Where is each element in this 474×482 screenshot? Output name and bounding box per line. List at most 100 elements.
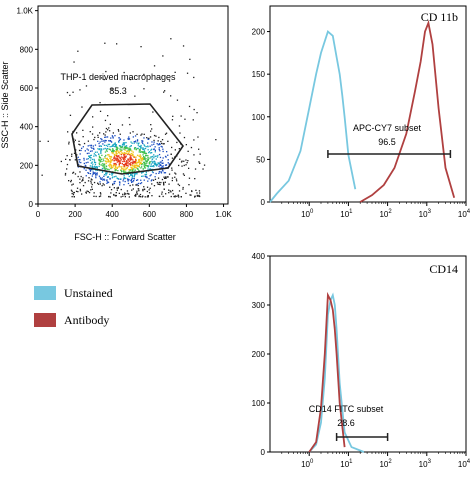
scatter-point bbox=[159, 143, 161, 145]
scatter-point bbox=[115, 157, 117, 159]
scatter-point bbox=[163, 172, 165, 174]
scatter-point bbox=[135, 158, 137, 160]
scatter-point bbox=[141, 140, 143, 142]
scatter-point bbox=[105, 174, 107, 176]
scatter-point bbox=[107, 145, 109, 147]
scatter-point bbox=[140, 147, 142, 149]
scatter-point bbox=[162, 150, 164, 153]
scatter-point bbox=[72, 194, 75, 196]
scatter-point bbox=[129, 163, 131, 165]
scatter-point bbox=[145, 176, 147, 178]
scatter-point bbox=[99, 102, 101, 104]
scatter-point bbox=[132, 173, 134, 175]
scatter-point bbox=[122, 144, 124, 146]
scatter-point bbox=[98, 195, 101, 198]
scatter-point bbox=[88, 155, 90, 157]
scatter-point bbox=[91, 183, 93, 186]
scatter-point bbox=[147, 195, 149, 197]
scatter-point bbox=[132, 162, 134, 165]
scatter-point bbox=[198, 190, 201, 192]
scatter-point bbox=[127, 178, 129, 180]
scatter-point bbox=[102, 183, 104, 185]
scatter-point bbox=[109, 123, 111, 125]
scatter-point bbox=[85, 192, 87, 194]
scatter-point bbox=[167, 159, 169, 161]
scatter-point bbox=[86, 158, 88, 160]
scatter-point bbox=[145, 152, 147, 154]
scatter-point bbox=[93, 160, 96, 162]
scatter-point bbox=[108, 168, 110, 171]
scatter-point bbox=[103, 184, 105, 186]
scatter-point bbox=[160, 172, 163, 174]
scatter-point bbox=[85, 85, 88, 87]
scatter-point bbox=[162, 143, 164, 145]
scatter-point bbox=[104, 42, 106, 44]
scatter-point bbox=[76, 187, 79, 189]
scatter-point bbox=[175, 173, 177, 175]
scatter-point bbox=[79, 178, 81, 180]
scatter-point bbox=[142, 195, 144, 197]
scatter-point bbox=[142, 158, 144, 160]
scatter-point bbox=[113, 193, 115, 196]
scatter-point bbox=[116, 177, 118, 179]
scatter-point bbox=[103, 178, 105, 180]
scatter-point bbox=[119, 161, 121, 163]
scatter-point bbox=[117, 129, 119, 131]
scatter-point bbox=[182, 188, 184, 190]
scatter-point bbox=[79, 188, 81, 191]
scatter-point bbox=[140, 179, 142, 181]
scatter-point bbox=[141, 171, 143, 174]
scatter-point bbox=[108, 164, 110, 167]
scatter-point bbox=[143, 155, 145, 158]
scatter-point bbox=[149, 168, 152, 170]
scatter-point bbox=[88, 155, 91, 158]
scatter-point bbox=[148, 162, 150, 164]
scatter-point bbox=[158, 183, 160, 185]
scatter-point bbox=[112, 148, 114, 150]
scatter-point bbox=[151, 128, 153, 130]
scatter-point bbox=[128, 152, 130, 154]
scatter-point bbox=[150, 130, 152, 132]
scatter-point bbox=[113, 157, 115, 159]
legend: Unstained Antibody bbox=[34, 286, 113, 327]
scatter-point bbox=[150, 174, 152, 176]
scatter-point bbox=[104, 134, 106, 136]
scatter-point bbox=[141, 196, 143, 198]
scatter-point bbox=[87, 180, 90, 182]
scatter-point bbox=[125, 152, 127, 154]
scatter-point bbox=[146, 162, 148, 164]
scatter-point bbox=[160, 161, 162, 163]
scatter-point bbox=[140, 144, 142, 147]
scatter-point bbox=[111, 167, 113, 169]
scatter-point bbox=[131, 170, 134, 172]
scatter-point bbox=[98, 165, 100, 168]
scatter-point bbox=[85, 175, 87, 177]
scatter-point bbox=[168, 163, 170, 165]
scatter-point bbox=[71, 153, 73, 155]
scatter-point bbox=[127, 173, 129, 176]
scatter-point bbox=[96, 166, 98, 168]
scatter-point bbox=[158, 143, 160, 146]
scatter-point bbox=[126, 165, 128, 167]
scatter-point bbox=[139, 148, 141, 150]
scatter-point bbox=[109, 148, 111, 150]
scatter-point bbox=[182, 186, 184, 189]
scatter-point bbox=[89, 170, 92, 172]
scatter-point bbox=[122, 156, 124, 159]
scatter-point bbox=[112, 167, 114, 169]
scatter-point bbox=[68, 141, 70, 143]
scatter-point bbox=[117, 156, 119, 158]
scatter-point bbox=[173, 195, 175, 198]
scatter-y-ticks: 0 200 400 600 800 1.0K bbox=[17, 7, 38, 209]
scatter-point bbox=[130, 173, 132, 175]
scatter-point bbox=[129, 184, 131, 187]
scatter-point bbox=[98, 153, 100, 155]
scatter-point bbox=[128, 179, 130, 181]
scatter-point bbox=[149, 136, 152, 138]
scatter-point bbox=[138, 149, 141, 151]
scatter-point bbox=[125, 145, 127, 147]
scatter-point bbox=[143, 73, 145, 76]
scatter-point bbox=[101, 140, 103, 142]
scatter-point bbox=[112, 165, 115, 167]
scatter-point bbox=[106, 158, 108, 161]
